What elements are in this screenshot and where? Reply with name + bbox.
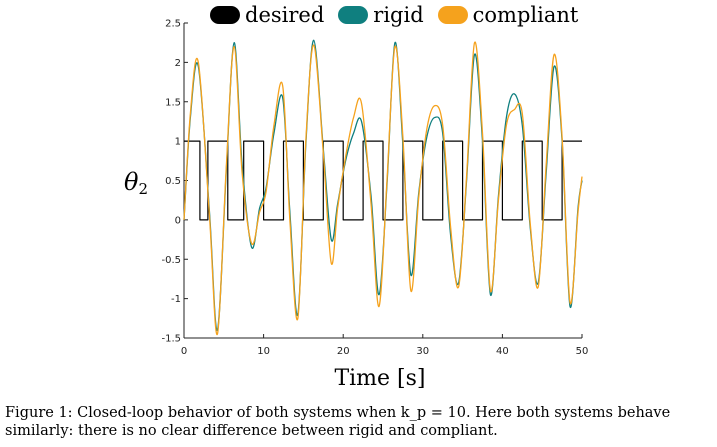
legend-item-rigid: rigid (338, 3, 424, 27)
legend-swatch-compliant (437, 6, 468, 24)
legend-item-compliant: compliant (437, 3, 579, 27)
y-tick-label: -1.5 (161, 334, 181, 345)
y-tick-label: -1 (171, 294, 181, 305)
y-tick-label: 2.5 (165, 19, 181, 30)
y-axis-label: θ2 (124, 168, 148, 198)
legend-item-desired: desired (210, 3, 324, 27)
legend-label-desired: desired (245, 3, 325, 27)
series-line-desired (184, 140, 582, 221)
legend-swatch-rigid (338, 6, 369, 24)
x-tick-label: 0 (181, 346, 187, 357)
x-tick-label: 30 (416, 346, 429, 357)
x-axis-label: Time [s] (334, 366, 426, 391)
legend-swatch-desired (210, 6, 240, 24)
x-tick-label: 20 (337, 346, 350, 357)
y-tick-label: 1 (175, 137, 181, 148)
y-axis-subscript: 2 (138, 180, 148, 198)
legend-label-compliant: compliant (472, 3, 579, 27)
x-tick-label: 50 (576, 346, 589, 357)
legend-label-rigid: rigid (373, 3, 424, 27)
series-lines (183, 39, 583, 335)
x-tick-label: 40 (496, 346, 509, 357)
caption-line-1: Figure 1: Closed-loop behavior of both s… (5, 405, 671, 421)
axes: -1.5 -1 -0.5 0 0.5 1 1.5 2 2.5 0 10 20 30 40 50 (161, 19, 588, 358)
y-tick-label: -0.5 (161, 255, 181, 266)
y-tick-label: 0.5 (165, 176, 181, 187)
series-line-compliant (183, 41, 583, 335)
y-axis-symbol: θ (124, 168, 139, 196)
y-tick-label: 1.5 (165, 97, 181, 108)
caption-line-2: similarly: there is no clear difference … (5, 423, 498, 439)
legend: desired rigid compliant (210, 0, 578, 30)
x-tick-label: 10 (257, 346, 270, 357)
y-tick-label: 2 (175, 58, 181, 69)
figure-caption: Figure 1: Closed-loop behavior of both s… (5, 404, 712, 440)
y-tick-label: 0 (175, 215, 181, 226)
